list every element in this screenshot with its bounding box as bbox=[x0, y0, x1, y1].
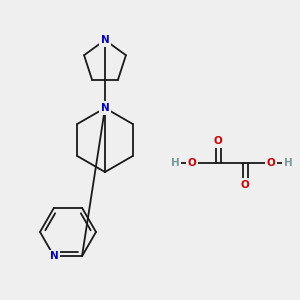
Text: O: O bbox=[267, 158, 275, 168]
Text: N: N bbox=[100, 103, 109, 113]
Text: O: O bbox=[241, 180, 249, 190]
Text: H: H bbox=[171, 158, 179, 168]
Text: N: N bbox=[100, 35, 109, 45]
Text: N: N bbox=[50, 251, 58, 261]
Text: O: O bbox=[214, 136, 222, 146]
Text: H: H bbox=[284, 158, 292, 168]
Text: O: O bbox=[188, 158, 196, 168]
